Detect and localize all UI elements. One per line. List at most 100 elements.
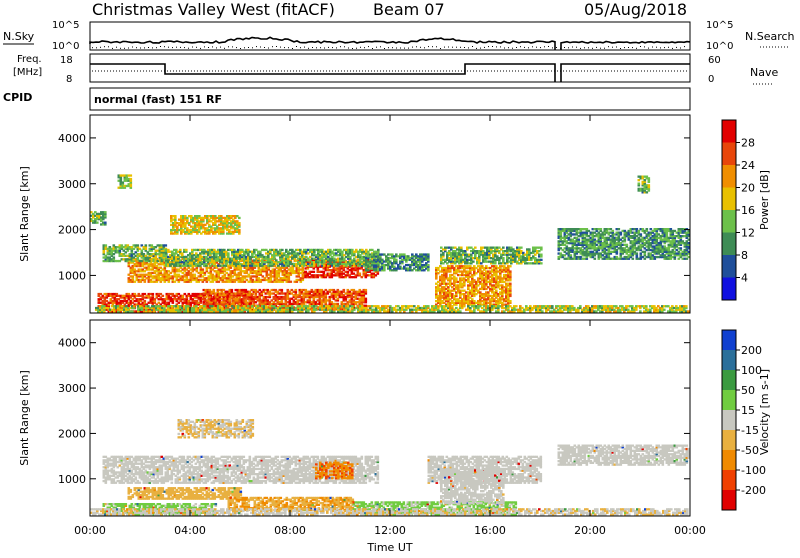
nsearch-dot xyxy=(116,47,117,48)
nsearch-dot xyxy=(96,47,97,48)
nsearch-dot xyxy=(484,47,485,48)
nsearch-dot xyxy=(192,47,193,48)
nsearch-dot xyxy=(472,46,473,47)
power-cell xyxy=(185,249,188,251)
nsearch-dot xyxy=(436,46,437,47)
power-cell xyxy=(528,248,531,250)
power-cell xyxy=(202,268,205,270)
nsearch-dot xyxy=(420,47,421,48)
nsearch-dot xyxy=(100,47,101,48)
nsearch-dot xyxy=(372,48,373,49)
nsearch-dot xyxy=(480,48,481,49)
power-cell xyxy=(281,289,284,291)
nsearch-dot xyxy=(396,48,397,49)
power-cell xyxy=(495,290,498,292)
nsearch-dot xyxy=(356,48,357,49)
nsearch-dot xyxy=(232,46,233,47)
nsearch-dot xyxy=(568,47,569,48)
power-cell xyxy=(509,265,512,267)
nsearch-dot xyxy=(260,47,261,48)
nsearch-dot xyxy=(424,47,425,48)
nsearch-dot xyxy=(124,48,125,49)
nsearch-dot xyxy=(240,48,241,49)
nave-tick-high: 60 xyxy=(708,55,721,66)
nsearch-dot xyxy=(236,47,237,48)
power-data-cells xyxy=(90,174,690,312)
power-cell xyxy=(343,289,346,291)
nsearch-dot xyxy=(660,47,661,48)
power-cell xyxy=(540,259,543,261)
nsearch-dot xyxy=(504,48,505,49)
nsearch-dot xyxy=(316,47,317,48)
power-cell xyxy=(540,262,543,264)
nsearch-dot xyxy=(296,46,297,47)
nsearch-dot xyxy=(656,47,657,48)
nsearch-label: N.Search xyxy=(745,30,795,43)
nsky-label: N.Sky xyxy=(3,30,35,43)
nsearch-dot xyxy=(204,46,205,47)
power-cell xyxy=(509,270,512,272)
nsearch-dot xyxy=(144,47,145,48)
power-cell xyxy=(365,305,368,307)
power-cell xyxy=(323,265,326,267)
nsearch-dot xyxy=(128,48,129,49)
nsearch-dot xyxy=(508,47,509,48)
power-cell xyxy=(502,247,505,249)
nsearch-dot xyxy=(108,46,109,47)
nsearch-dot xyxy=(500,46,501,47)
nsearch-dot xyxy=(548,46,549,47)
nsearch-dot xyxy=(120,48,121,49)
nsearch-dot xyxy=(464,47,465,48)
nsearch-dot xyxy=(280,47,281,48)
nsearch-dot xyxy=(412,47,413,48)
nsearch-dot xyxy=(340,46,341,47)
nsky-panel: N.Sky 10^5 10^0 10^5 10^0 N.Search xyxy=(3,20,795,52)
power-cell xyxy=(137,244,140,246)
nsearch-dot xyxy=(636,48,637,49)
nsearch-dot xyxy=(304,47,305,48)
nave-label: Nave xyxy=(750,66,778,79)
nsearch-dot xyxy=(544,46,545,47)
nsearch-dot xyxy=(580,48,581,49)
nsearch-dot xyxy=(196,47,197,48)
nsearch-dot xyxy=(572,47,573,48)
power-cell xyxy=(165,244,168,246)
freq-label-1: Freq. xyxy=(17,54,42,65)
nsearch-dot xyxy=(176,47,177,48)
power-cell xyxy=(540,247,543,249)
power-cell xyxy=(460,247,463,249)
power-cell xyxy=(179,249,182,251)
nsearch-dot xyxy=(664,47,665,48)
beam-label: Beam 07 xyxy=(373,0,445,19)
nsearch-dot xyxy=(492,46,493,47)
nsearch-trace xyxy=(92,46,685,49)
nsearch-dot xyxy=(248,47,249,48)
nsearch-dot xyxy=(224,48,225,49)
nsearch-dot xyxy=(272,46,273,47)
nsearch-dot xyxy=(160,46,161,47)
freq-tick-high: 18 xyxy=(60,55,73,66)
nsearch-dot xyxy=(332,47,333,48)
nsearch-dot xyxy=(168,47,169,48)
nsearch-dot xyxy=(384,48,385,49)
nsearch-dot xyxy=(368,46,369,47)
nsearch-dot xyxy=(328,47,329,48)
nsearch-dot xyxy=(336,47,337,48)
power-cell xyxy=(509,300,512,302)
nsearch-dot xyxy=(512,48,513,49)
power-cell xyxy=(427,264,430,266)
nsearch-dot xyxy=(584,47,585,48)
nsearch-dot xyxy=(184,47,185,48)
nsearch-dot xyxy=(680,48,681,49)
freq-label-2: [MHz] xyxy=(13,67,42,78)
power-cell xyxy=(359,273,362,275)
nsearch-dot xyxy=(212,46,213,47)
power-cell xyxy=(365,289,368,291)
nsearch-dot xyxy=(612,47,613,48)
nsearch-dot xyxy=(416,46,417,47)
power-cell xyxy=(105,244,108,246)
nsearch-dot xyxy=(468,47,469,48)
power-cell xyxy=(213,289,216,291)
power-cell xyxy=(520,247,523,249)
